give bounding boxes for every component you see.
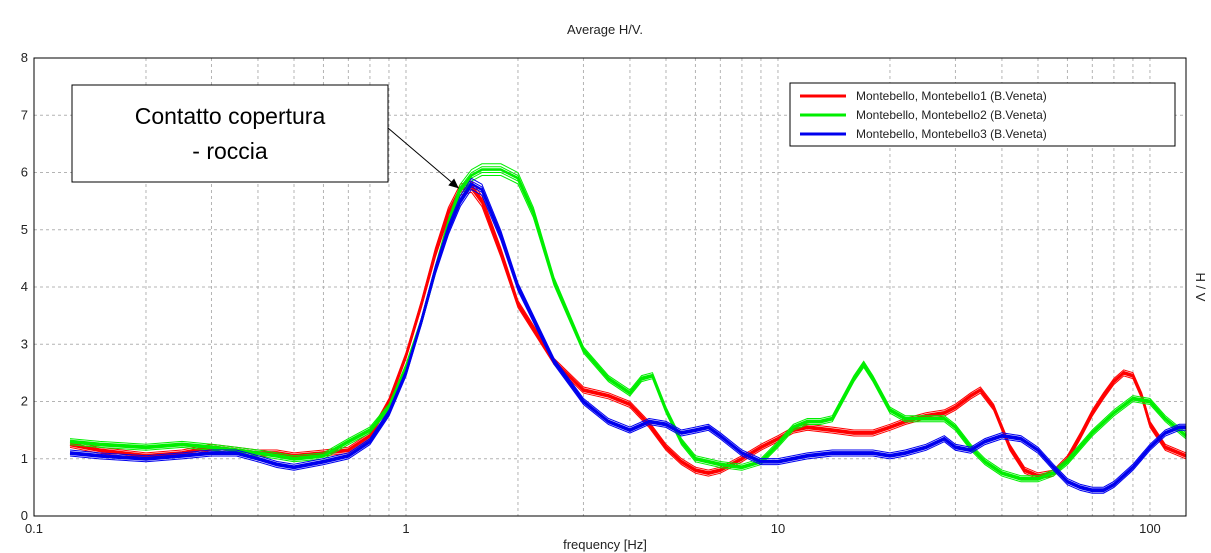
- y-ticks: 0 1 2 3 4 5 6 7 8: [21, 50, 28, 523]
- annotation: Contatto copertura - roccia: [71, 84, 460, 189]
- series-3-band-line-4: [69, 177, 1186, 488]
- plot-border: [33, 57, 1187, 517]
- legend-entry-1: Montebello, Montebello1 (B.Veneta): [856, 89, 1047, 103]
- annotation-arrowhead: [448, 178, 459, 189]
- legend: Montebello, Montebello1 (B.Veneta) Monte…: [789, 82, 1176, 147]
- chart-title: Average H/V.: [567, 22, 643, 37]
- y-tick-label: 6: [21, 165, 28, 180]
- x-ticks: 0.1 1 10 100: [25, 521, 1161, 536]
- y-tick-label: 7: [21, 107, 28, 122]
- y-tick-label: 0: [21, 508, 28, 523]
- annotation-line-1: Contatto copertura: [135, 103, 326, 129]
- y-tick-label: 1: [21, 451, 28, 466]
- series-2-band-line-1: [69, 175, 1187, 483]
- y-tick-label: 4: [21, 279, 28, 294]
- series-3: [69, 177, 1186, 494]
- series-3-band-line-1: [69, 188, 1186, 494]
- series-3-mean-line: [69, 182, 1186, 492]
- series-2-band-line-4: [69, 163, 1187, 477]
- y-tick-label: 8: [21, 50, 28, 65]
- legend-box: [789, 82, 1176, 147]
- y-tick-label: 3: [21, 336, 28, 351]
- y-tick-label: 2: [21, 394, 28, 409]
- x-tick-label: 10: [771, 521, 785, 536]
- legend-entry-3: Montebello, Montebello3 (B.Veneta): [856, 127, 1047, 141]
- annotation-line-2: - roccia: [192, 138, 268, 164]
- x-tick-label: 100: [1139, 521, 1161, 536]
- series-2: [69, 163, 1187, 483]
- series-layer: [69, 163, 1187, 494]
- x-axis-label: frequency [Hz]: [563, 537, 647, 552]
- annotation-arrow: [387, 127, 460, 189]
- x-tick-label: 0.1: [25, 521, 43, 536]
- y-axis-label: H / V: [1193, 273, 1208, 302]
- series-2-mean-line: [69, 168, 1187, 481]
- legend-entry-2: Montebello, Montebello2 (B.Veneta): [856, 108, 1047, 122]
- annotation-box: [71, 84, 389, 183]
- y-tick-label: 5: [21, 222, 28, 237]
- x-tick-label: 1: [402, 521, 409, 536]
